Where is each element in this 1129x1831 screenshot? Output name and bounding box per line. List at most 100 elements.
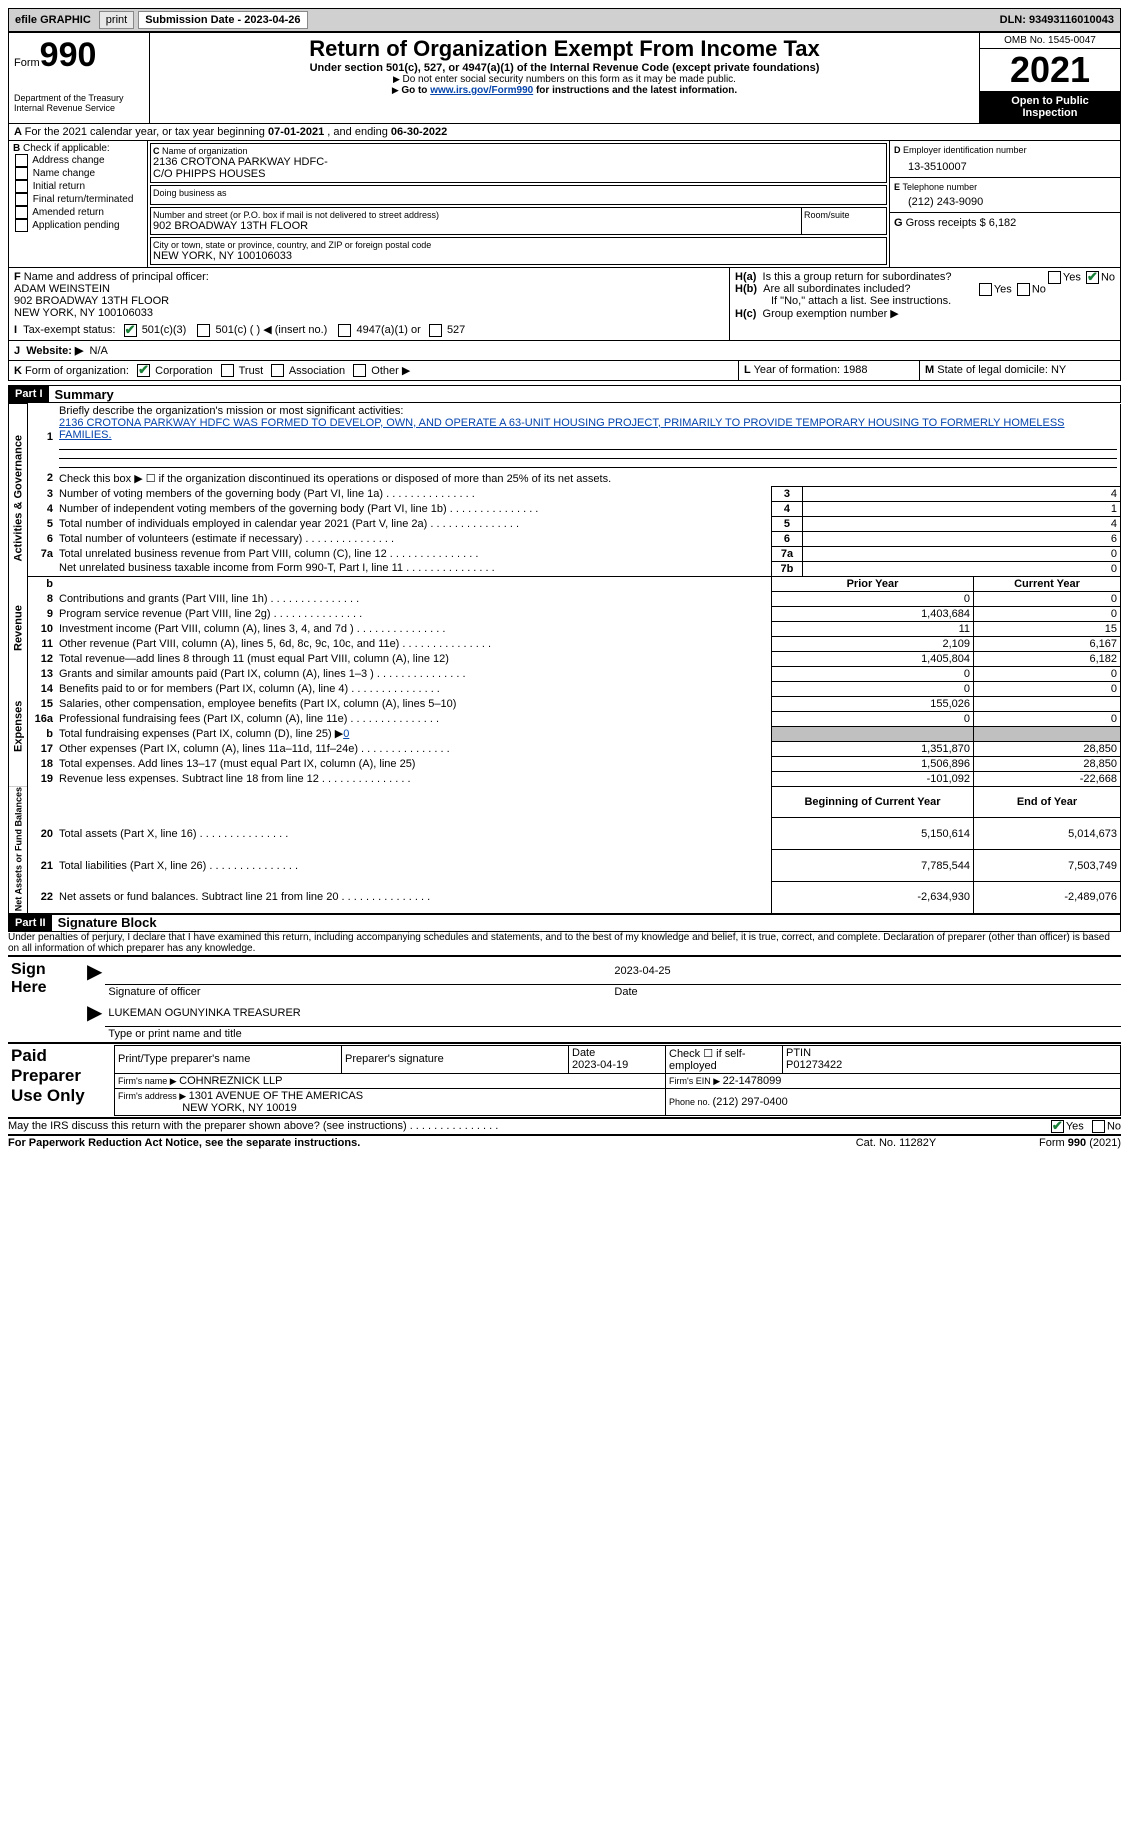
n20b: 5,150,614 <box>771 818 973 850</box>
r12p: 1,405,804 <box>771 651 973 666</box>
firm-phone-label: Phone no. <box>669 1097 713 1107</box>
e15p: 155,026 <box>771 696 973 711</box>
officer-name: ADAM WEINSTEIN <box>14 283 110 295</box>
prep-name-label: Print/Type preparer's name <box>118 1053 250 1065</box>
chk-corp[interactable] <box>137 364 150 377</box>
chk-trust[interactable] <box>221 364 234 377</box>
mission-text: 2136 CROTONA PARKWAY HDFC WAS FORMED TO … <box>59 417 1065 441</box>
perjury-declaration: Under penalties of perjury, I declare th… <box>8 932 1121 954</box>
l15: Salaries, other compensation, employee b… <box>56 696 771 711</box>
officer-street: 902 BROADWAY 13TH FLOOR <box>14 295 169 307</box>
r10c: 15 <box>974 621 1121 636</box>
side-activities: Activities & Governance <box>9 404 28 592</box>
r11p: 2,109 <box>771 636 973 651</box>
n21e: 7,503,749 <box>974 850 1121 882</box>
chk-527[interactable] <box>429 324 442 337</box>
note-ssn: Do not enter social security numbers on … <box>155 74 974 85</box>
form-title: Return of Organization Exempt From Incom… <box>155 36 974 62</box>
officer-label: Name and address of principal officer: <box>24 271 209 283</box>
sign-here-label: Sign Here <box>8 958 84 1000</box>
l4: Number of independent voting members of … <box>56 501 771 516</box>
l7b: Net unrelated business taxable income fr… <box>56 561 771 576</box>
e17c: 28,850 <box>974 741 1121 756</box>
ptin-label: PTIN <box>786 1047 811 1059</box>
dept-treasury: Department of the Treasury <box>14 93 144 103</box>
e19p: -101,092 <box>771 771 973 786</box>
pra-notice: For Paperwork Reduction Act Notice, see … <box>8 1137 360 1149</box>
sig-officer-label: Signature of officer <box>105 985 611 1000</box>
e16c: 0 <box>974 711 1121 726</box>
room-suite: Room/suite <box>802 207 887 235</box>
phone-value: (212) 243-9090 <box>894 192 1116 208</box>
firm-ein-label: Firm's EIN ▶ <box>669 1076 723 1086</box>
type-print-label: Type or print name and title <box>105 1026 1121 1041</box>
omb-number: OMB No. 1545-0047 <box>980 33 1120 49</box>
org-name-label: Name of organization <box>162 146 248 156</box>
l5: Total number of individuals employed in … <box>56 516 771 531</box>
part2-label: Part II <box>9 915 52 931</box>
prep-date: 2023-04-19 <box>572 1059 628 1071</box>
self-employed: Check ☐ if self-employed <box>666 1045 783 1073</box>
e14p: 0 <box>771 681 973 696</box>
ein-value: 13-3510007 <box>894 155 1116 173</box>
dba-label: Doing business as <box>153 188 884 198</box>
chk-discuss-no[interactable] <box>1092 1120 1105 1133</box>
group-exemption-label: Group exemption number ▶ <box>763 308 899 320</box>
r9c: 0 <box>974 606 1121 621</box>
l6: Total number of volunteers (estimate if … <box>56 531 771 546</box>
street-address: 902 BROADWAY 13TH FLOOR <box>153 220 799 232</box>
irs-link[interactable]: www.irs.gov/Form990 <box>430 85 533 96</box>
current-year-hdr: Current Year <box>974 576 1121 591</box>
v6: 6 <box>802 531 1120 546</box>
chk-ha-no[interactable] <box>1086 271 1099 284</box>
chk-assoc[interactable] <box>271 364 284 377</box>
l12: Total revenue—add lines 8 through 11 (mu… <box>56 651 771 666</box>
org-name: 2136 CROTONA PARKWAY HDFC- <box>153 156 884 168</box>
efile-label: efile GRAPHIC <box>9 12 97 28</box>
year-formation-label: Year of formation: <box>754 364 843 376</box>
city-state-zip: NEW YORK, NY 100106033 <box>153 250 884 262</box>
l1-label: Briefly describe the organization's miss… <box>59 405 403 417</box>
chk-discuss-yes[interactable] <box>1051 1120 1064 1133</box>
irs-discuss: May the IRS discuss this return with the… <box>8 1120 1049 1133</box>
chk-501c[interactable] <box>197 324 210 337</box>
e16p: 0 <box>771 711 973 726</box>
chk-hb-no[interactable] <box>1017 283 1030 296</box>
l9: Program service revenue (Part VIII, line… <box>56 606 771 621</box>
form-subtitle: Under section 501(c), 527, or 4947(a)(1)… <box>155 62 974 74</box>
chk-hb-yes[interactable] <box>979 283 992 296</box>
l20: Total assets (Part X, line 16) <box>56 818 771 850</box>
open-inspection: Open to Public Inspection <box>980 91 1120 123</box>
gross-receipts-label: Gross receipts $ <box>906 217 989 229</box>
firm-name: COHNREZNICK LLP <box>179 1075 282 1087</box>
n22b: -2,634,930 <box>771 882 973 914</box>
group-return-label: Is this a group return for subordinates? <box>763 271 952 283</box>
firm-ein: 22-1478099 <box>723 1075 782 1087</box>
part2-title: Signature Block <box>52 915 157 930</box>
l2: Check this box ▶ ☐ if the organization d… <box>56 471 1121 487</box>
e15c <box>974 696 1121 711</box>
firm-addr2: NEW YORK, NY 10019 <box>182 1102 297 1114</box>
l8: Contributions and grants (Part VIII, lin… <box>56 591 771 606</box>
org-name-2: C/O PHIPPS HOUSES <box>153 168 884 180</box>
end-year-hdr: End of Year <box>974 786 1121 818</box>
v3: 4 <box>802 486 1120 501</box>
dln: DLN: 93493116010043 <box>994 12 1120 28</box>
begin-year-hdr: Beginning of Current Year <box>771 786 973 818</box>
chk-4947[interactable] <box>338 324 351 337</box>
side-revenue: Revenue <box>9 591 28 666</box>
chk-ha-yes[interactable] <box>1048 271 1061 284</box>
r8c: 0 <box>974 591 1121 606</box>
form-header: Form990 Department of the Treasury Inter… <box>8 32 1121 124</box>
ptin: P01273422 <box>786 1059 842 1071</box>
print-button[interactable]: print <box>99 11 134 29</box>
l21: Total liabilities (Part X, line 26) <box>56 850 771 882</box>
l7a: Total unrelated business revenue from Pa… <box>56 546 771 561</box>
chk-501c3[interactable] <box>124 324 137 337</box>
top-bar: efile GRAPHIC print Submission Date - 20… <box>8 8 1121 32</box>
chk-other[interactable] <box>353 364 366 377</box>
r11c: 6,167 <box>974 636 1121 651</box>
v7a: 0 <box>802 546 1120 561</box>
sig-date: 2023-04-25 <box>611 958 1121 985</box>
e17p: 1,351,870 <box>771 741 973 756</box>
